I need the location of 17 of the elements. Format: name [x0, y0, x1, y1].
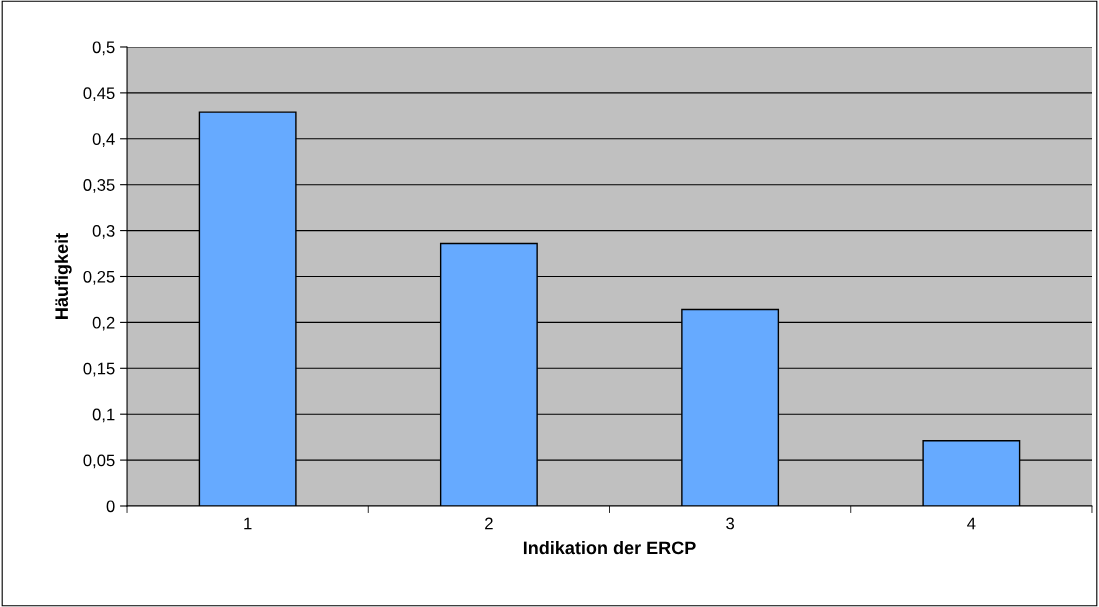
- y-tick-label: 0,25: [83, 270, 115, 285]
- y-tick-label: 0,45: [83, 87, 115, 102]
- x-axis-title: Indikation der ERCP: [523, 540, 696, 555]
- x-tick-label: 2: [485, 517, 493, 530]
- y-axis-title: Häufigkeit: [54, 233, 72, 319]
- y-tick-label: 0,05: [83, 454, 115, 469]
- y-tick-label: 0,4: [92, 133, 115, 147]
- y-tick-label: 0,3: [92, 224, 115, 239]
- y-tick-label: 0,35: [83, 179, 115, 193]
- y-tick-label: 0: [106, 500, 115, 513]
- x-tick-label: 3: [726, 517, 735, 530]
- y-tick-label: 0,15: [83, 362, 115, 377]
- x-tick-label: 1: [244, 517, 252, 530]
- y-tick-label: 0,5: [92, 41, 115, 56]
- x-tick-label: 4: [967, 517, 976, 530]
- y-tick-label: 0,2: [92, 316, 115, 331]
- y-tick-label: 0,1: [92, 408, 115, 423]
